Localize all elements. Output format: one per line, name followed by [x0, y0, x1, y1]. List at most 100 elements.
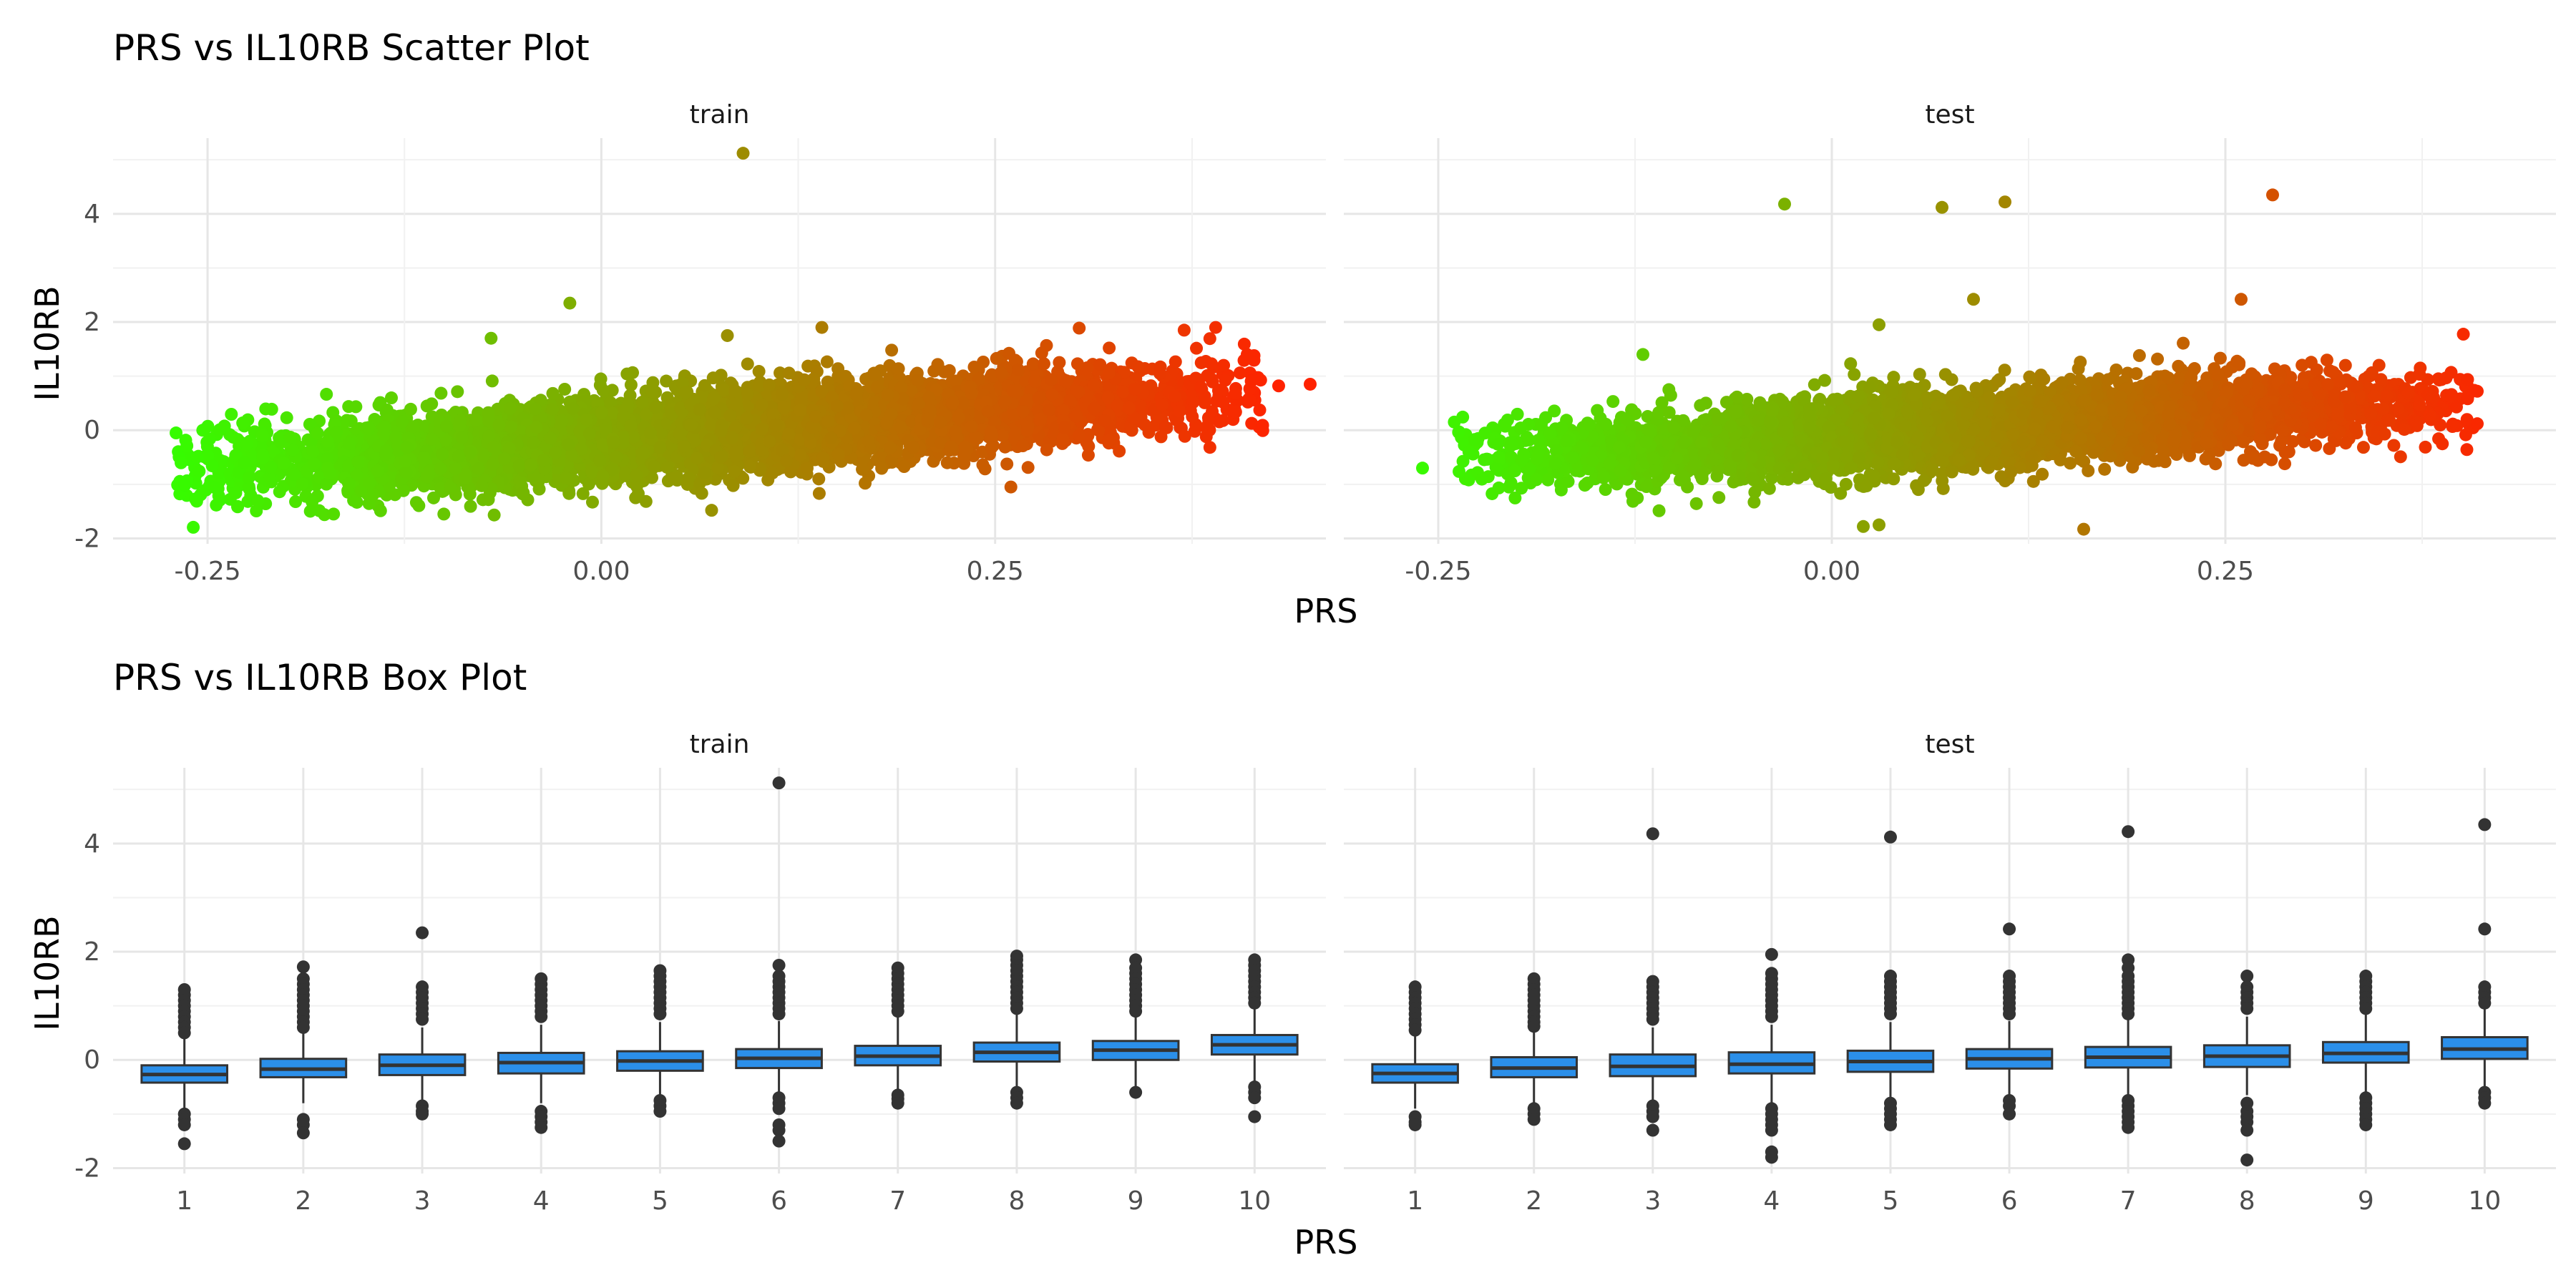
scatter-point [1012, 363, 1025, 376]
scatter-point [1000, 457, 1014, 471]
scatter-point [434, 482, 447, 495]
scatter-point [596, 469, 610, 483]
scatter-point [426, 491, 440, 504]
scatter-point [482, 493, 495, 507]
scatter-point [395, 415, 409, 429]
scatter-point [187, 520, 200, 534]
scatter-point [1168, 390, 1181, 404]
scatter-point [949, 425, 962, 439]
scatter-plot-title: PRS vs IL10RB Scatter Plot [113, 27, 590, 69]
scatter-point [303, 504, 317, 518]
scatter-point [546, 386, 560, 400]
scatter-point [1154, 430, 1168, 444]
scatter-point [743, 459, 756, 473]
scatter-point [990, 351, 1003, 365]
scatter-point [624, 378, 638, 391]
scatter-point [321, 434, 334, 448]
scatter-point [620, 367, 634, 381]
scatter-plot-section: PRS vs IL10RB Scatter Plot train-2024-0.… [28, 27, 2556, 630]
scatter-point [192, 464, 206, 478]
scatter-point [1028, 375, 1042, 389]
scatter-point [1037, 357, 1050, 371]
scatter-point [1087, 379, 1101, 392]
scatter-point [1173, 404, 1186, 418]
scatter-point [942, 364, 956, 377]
scatter-point [1253, 404, 1267, 417]
x-tick-label: 0.00 [572, 557, 630, 586]
scatter-point [1199, 430, 1213, 444]
scatter-point [1169, 355, 1182, 369]
scatter-point [517, 486, 530, 499]
scatter-point [728, 464, 741, 478]
scatter-point [558, 382, 572, 396]
scatter-point [210, 498, 223, 512]
scatter-point [797, 373, 811, 386]
scatter-point [1088, 401, 1101, 415]
scatter-point [931, 358, 945, 371]
scatter-point [1072, 385, 1085, 399]
scatter-point [1093, 358, 1107, 371]
scatter-point [892, 362, 905, 376]
scatter-point [1242, 392, 1256, 406]
scatter-point [238, 456, 251, 469]
x-tick-label: 0.25 [967, 557, 1024, 586]
scatter-point [978, 462, 992, 476]
scatter-point [1032, 391, 1045, 405]
scatter-point [1040, 338, 1053, 352]
scatter-points-train [170, 147, 1317, 534]
scatter-point [1040, 443, 1053, 457]
y-tick-label: 2 [84, 308, 100, 337]
scatter-point [994, 366, 1008, 379]
scatter-point [1205, 357, 1219, 371]
scatter-point [229, 486, 243, 499]
scatter-point [251, 494, 265, 507]
scatter-point [451, 385, 464, 399]
scatter-point [1021, 461, 1035, 474]
scatter-point [1060, 375, 1073, 389]
scatter-point [741, 387, 754, 401]
scatter-point [1131, 360, 1145, 374]
scatter-point [596, 384, 610, 397]
scatter-point [868, 369, 882, 382]
scatter-point [743, 444, 757, 458]
scatter-point [289, 495, 303, 509]
scatter-point [812, 472, 826, 486]
scatter-point [231, 500, 245, 514]
scatter-point [605, 384, 619, 397]
scatter-point [1190, 341, 1204, 355]
scatter-point [236, 416, 250, 430]
scatter-point [1053, 356, 1066, 369]
scatter-point [848, 421, 862, 435]
x-tick-label: -0.25 [174, 557, 240, 586]
scatter-point [957, 457, 971, 470]
scatter-point [1116, 385, 1130, 399]
scatter-point [875, 462, 889, 475]
scatter-point [374, 504, 387, 517]
scatter-point [434, 386, 448, 400]
scatter-point [425, 397, 439, 411]
scatter-point [464, 499, 477, 513]
scatter-point [1178, 429, 1191, 443]
scatter-point [831, 399, 844, 413]
scatter-point [690, 452, 703, 465]
scatter-point [562, 487, 576, 500]
scatter-point [998, 440, 1012, 454]
scatter-point [897, 460, 911, 474]
scatter-point [482, 406, 495, 419]
scatter-point [532, 482, 546, 496]
scatter-point [782, 366, 796, 380]
scatter-point [201, 419, 215, 433]
scatter-point [921, 411, 935, 425]
scatter-point [794, 448, 807, 462]
scatter-point [1056, 432, 1070, 446]
scatter-point [698, 379, 711, 392]
scatter-point [695, 487, 708, 500]
y-tick-label: 4 [84, 200, 100, 229]
scatter-point [639, 494, 653, 508]
scatter-point [870, 381, 884, 394]
scatter-point [389, 431, 403, 444]
scatter-point [682, 472, 696, 485]
scatter-point [856, 462, 869, 476]
